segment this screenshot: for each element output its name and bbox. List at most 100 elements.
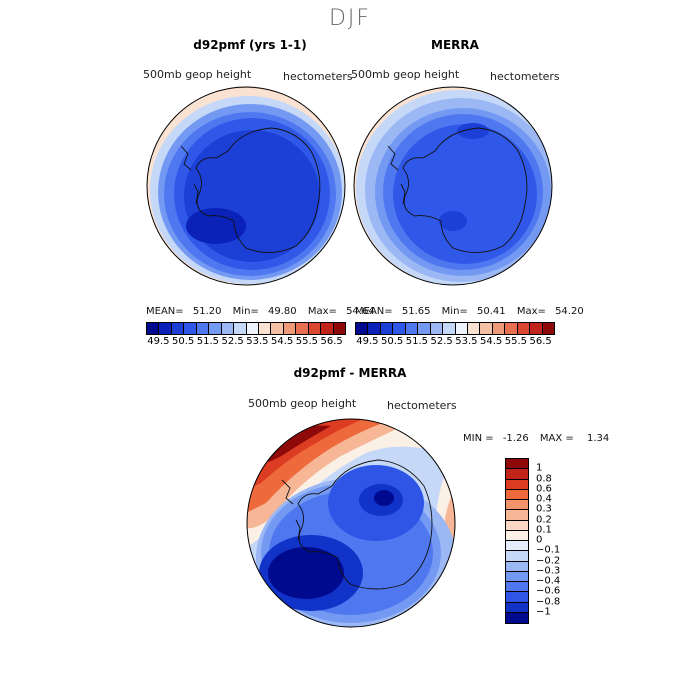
colorbar-swatch xyxy=(506,489,528,500)
colorbar-tick-label: 54.5 xyxy=(270,336,294,347)
colorbar-tick-label: −0.3 xyxy=(536,565,561,577)
colorbar-tick-label: 51.5 xyxy=(196,336,220,347)
colorbar-tick-label: −0.8 xyxy=(536,596,561,607)
colorbar-tick-label: −0.4 xyxy=(536,575,561,587)
colorbar-swatch xyxy=(171,323,185,334)
colorbar-swatch xyxy=(505,323,518,334)
left-colorbar xyxy=(146,322,346,335)
colorbar-swatch xyxy=(506,479,528,490)
colorbar-tick-label: 1 xyxy=(536,462,543,474)
colorbar-tick-label: 0.1 xyxy=(536,524,552,536)
right-colorbar-ticks: 49.5 50.5 51.5 52.5 53.5 54.5 55.5 56.5 xyxy=(355,336,553,348)
left-panel-title: d92pmf (yrs 1-1) xyxy=(193,38,307,52)
colorbar-tick-label: 52.5 xyxy=(221,336,244,347)
colorbar-swatch xyxy=(506,582,528,593)
colorbar-tick-label: −1 xyxy=(536,606,551,618)
colorbar-tick-label: 0.6 xyxy=(536,483,552,495)
colorbar-tick-label: 56.5 xyxy=(529,336,552,347)
colorbar-swatch xyxy=(506,510,528,521)
colorbar-swatch xyxy=(246,323,259,334)
colorbar-tick-label: 0 xyxy=(536,534,543,546)
colorbar-swatch xyxy=(480,323,493,334)
colorbar-swatch xyxy=(467,323,481,334)
colorbar-swatch xyxy=(506,602,528,613)
colorbar-swatch xyxy=(506,530,528,541)
colorbar-tick-label: 50.5 xyxy=(171,336,195,347)
colorbar-tick-label: 0.4 xyxy=(536,493,552,505)
colorbar-swatch xyxy=(271,323,284,334)
right-var-label: 500mb geop height xyxy=(351,68,460,81)
difference-map xyxy=(246,418,456,628)
colorbar-swatch xyxy=(506,571,528,582)
colorbar-swatch xyxy=(418,323,431,334)
left-colorbar-ticks: 49.5 50.5 51.5 52.5 53.5 54.5 55.5 56.5 xyxy=(146,336,344,348)
right-units-label: hectometers xyxy=(490,70,560,83)
bottom-panel-title: d92pmf - MERRA xyxy=(293,366,407,380)
colorbar-tick-label: 0.8 xyxy=(536,473,552,484)
colorbar-tick-label: 49.5 xyxy=(147,336,170,347)
right-panel-title: MERRA xyxy=(431,38,479,52)
colorbar-swatch xyxy=(196,323,210,334)
difference-colorbar-ticks: 1 0.8 0.6 0.4 0.3 0.2 0.1 0 −0.1 −0.2 −0.3 −0.4 −0.6… xyxy=(536,458,576,622)
right-stats: MEAN= 51.65 Min= 50.41 Max= 54.20 xyxy=(355,306,584,317)
colorbar-swatch xyxy=(455,323,468,334)
left-stats: MEAN= 51.20 Min= 49.80 Max= 54.64 xyxy=(146,306,375,317)
colorbar-swatch xyxy=(147,323,160,334)
colorbar-tick-label: 51.5 xyxy=(405,336,429,347)
left-units-label: hectometers xyxy=(283,70,353,83)
colorbar-swatch xyxy=(380,323,394,334)
colorbar-swatch xyxy=(443,323,456,334)
colorbar-swatch xyxy=(506,561,528,572)
colorbar-swatch xyxy=(542,323,554,334)
colorbar-tick-label: 49.5 xyxy=(356,336,379,347)
colorbar-tick-label: 53.5 xyxy=(455,336,478,347)
colorbar-swatch xyxy=(405,323,419,334)
colorbar-swatch xyxy=(321,323,334,334)
colorbar-swatch xyxy=(506,541,528,552)
colorbar-swatch xyxy=(506,612,528,623)
colorbar-tick-label: 54.5 xyxy=(479,336,503,347)
colorbar-swatch xyxy=(506,500,528,511)
colorbar-tick-label: −0.2 xyxy=(536,555,561,566)
colorbar-swatch xyxy=(368,323,381,334)
colorbar-swatch xyxy=(258,323,272,334)
colorbar-swatch xyxy=(356,323,369,334)
colorbar-swatch xyxy=(184,323,197,334)
colorbar-tick-label: 52.5 xyxy=(430,336,453,347)
bottom-var-label: 500mb geop height xyxy=(248,397,357,410)
colorbar-swatch xyxy=(333,323,345,334)
colorbar-swatch xyxy=(296,323,309,334)
colorbar-tick-label: 55.5 xyxy=(504,336,528,347)
colorbar-swatch xyxy=(506,469,528,480)
colorbar-swatch xyxy=(283,323,297,334)
colorbar-tick-label: 0.3 xyxy=(536,503,552,515)
colorbar-swatch xyxy=(492,323,506,334)
left-map xyxy=(146,86,346,286)
colorbar-swatch xyxy=(506,551,528,562)
colorbar-swatch xyxy=(506,520,528,531)
colorbar-tick-label: 0.2 xyxy=(536,514,552,525)
bottom-units-label: hectometers xyxy=(387,399,457,412)
colorbar-swatch xyxy=(530,323,543,334)
colorbar-tick-label: −0.6 xyxy=(536,585,561,597)
difference-colorbar xyxy=(505,458,529,624)
colorbar-swatch xyxy=(234,323,247,334)
colorbar-tick-label: −0.1 xyxy=(536,544,561,556)
colorbar-swatch xyxy=(506,459,528,470)
colorbar-swatch xyxy=(506,592,528,603)
colorbar-swatch xyxy=(517,323,531,334)
bottom-stats: MIN = -1.26 MAX = 1.34 xyxy=(463,433,610,444)
colorbar-tick-label: 55.5 xyxy=(295,336,319,347)
colorbar-tick-label: 56.5 xyxy=(320,336,343,347)
colorbar-tick-label: 50.5 xyxy=(380,336,404,347)
colorbar-tick-label: 53.5 xyxy=(246,336,269,347)
right-map xyxy=(353,86,553,286)
colorbar-swatch xyxy=(393,323,406,334)
colorbar-swatch xyxy=(308,323,322,334)
right-colorbar xyxy=(355,322,555,335)
season-title: DJF xyxy=(328,6,372,31)
colorbar-swatch xyxy=(430,323,444,334)
colorbar-swatch xyxy=(159,323,172,334)
left-var-label: 500mb geop height xyxy=(143,68,252,81)
colorbar-swatch xyxy=(221,323,235,334)
